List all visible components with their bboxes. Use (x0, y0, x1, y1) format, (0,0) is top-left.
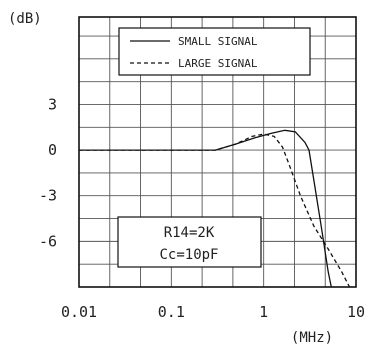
y-axis-label: (dB) (8, 11, 42, 27)
y-tick-label: -6 (39, 232, 57, 250)
legend-box (118, 27, 311, 76)
y-tick-label: 3 (48, 95, 57, 113)
x-axis-label: (MHz) (291, 330, 333, 346)
x-tick-label: 0.01 (61, 303, 97, 321)
x-tick-label: 1 (259, 303, 268, 321)
x-tick-label: 0.1 (158, 303, 185, 321)
y-tick-labels: 3 0 -3 -6 (39, 95, 57, 250)
y-tick-label: 0 (48, 141, 57, 159)
annotation-box (117, 216, 262, 268)
legend: SMALL SIGNAL LARGE SIGNAL (118, 27, 311, 76)
x-tick-label: 10 (347, 303, 365, 321)
series-large-signal-line (79, 133, 351, 288)
annotation-line-cc: Cc=10pF (159, 247, 218, 263)
legend-label-large-signal: LARGE SIGNAL (178, 57, 258, 70)
annotation-line-r14: R14=2K (164, 225, 215, 241)
annotation: R14=2K Cc=10pF (117, 216, 262, 268)
y-tick-label: -3 (39, 187, 57, 205)
legend-label-small-signal: SMALL SIGNAL (178, 35, 258, 48)
x-tick-labels: 0.01 0.1 1 10 (61, 303, 365, 321)
plot-frame (78, 16, 357, 288)
